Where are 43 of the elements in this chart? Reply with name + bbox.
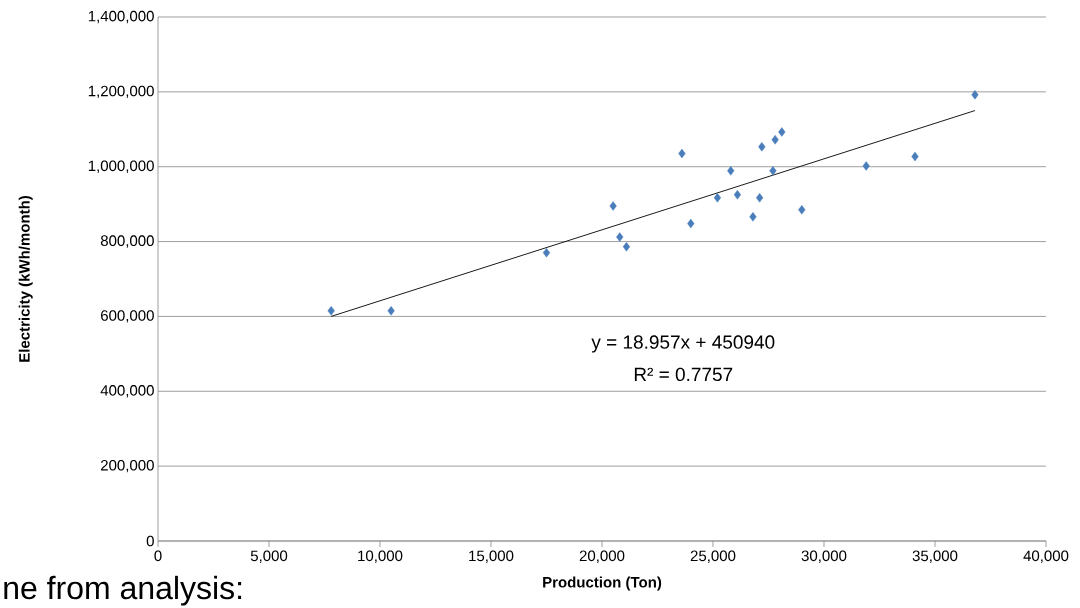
point [971, 90, 979, 100]
x-axis-title: Production (Ton) [543, 576, 662, 591]
point [678, 148, 686, 159]
x-tick-label: 35,000 [912, 550, 958, 563]
x-tick-label: 15,000 [469, 550, 514, 563]
x-tick-label: 30,000 [801, 550, 847, 563]
point [622, 242, 630, 252]
point [778, 127, 786, 137]
point [542, 248, 551, 258]
x-tick-label: 20,000 [579, 550, 625, 563]
point [327, 306, 335, 316]
y-tick-label: 1,200,000 [88, 85, 154, 99]
y-tick-label: 1,400,000 [88, 10, 154, 24]
point [771, 135, 779, 145]
y-tick-label: 1,000,000 [88, 160, 154, 173]
x-tick-label: 5,000 [250, 550, 288, 563]
point [758, 142, 766, 152]
point [687, 218, 695, 229]
point [727, 166, 735, 176]
y-tick-label: 0 [146, 535, 154, 547]
point [911, 151, 919, 162]
point [733, 190, 741, 200]
text: ne from analysis: [4, 575, 242, 606]
x-tick-label: 10,000 [358, 550, 403, 563]
y-tick-label: 400,000 [100, 385, 154, 398]
point [769, 166, 777, 176]
point [749, 212, 757, 222]
x-tick-label: 25,000 [690, 550, 736, 563]
y-tick-label: 600,000 [101, 310, 154, 323]
x-tick-label: 40,000 [1023, 550, 1069, 563]
point [609, 201, 617, 211]
point [616, 232, 624, 242]
point [798, 205, 806, 215]
point [756, 193, 764, 203]
y-tick-label: 800,000 [100, 235, 154, 248]
y-axis-title: Electricity (kWh/month) [18, 195, 33, 362]
y-tick-label: 200,000 [101, 459, 154, 473]
x-tick-label: 0 [154, 550, 162, 562]
annotation: y = 18.957x + 450940 [591, 335, 775, 353]
annotation: R² = 0.7757 [634, 367, 733, 382]
point [862, 161, 870, 171]
point [387, 306, 395, 316]
point [713, 193, 722, 203]
